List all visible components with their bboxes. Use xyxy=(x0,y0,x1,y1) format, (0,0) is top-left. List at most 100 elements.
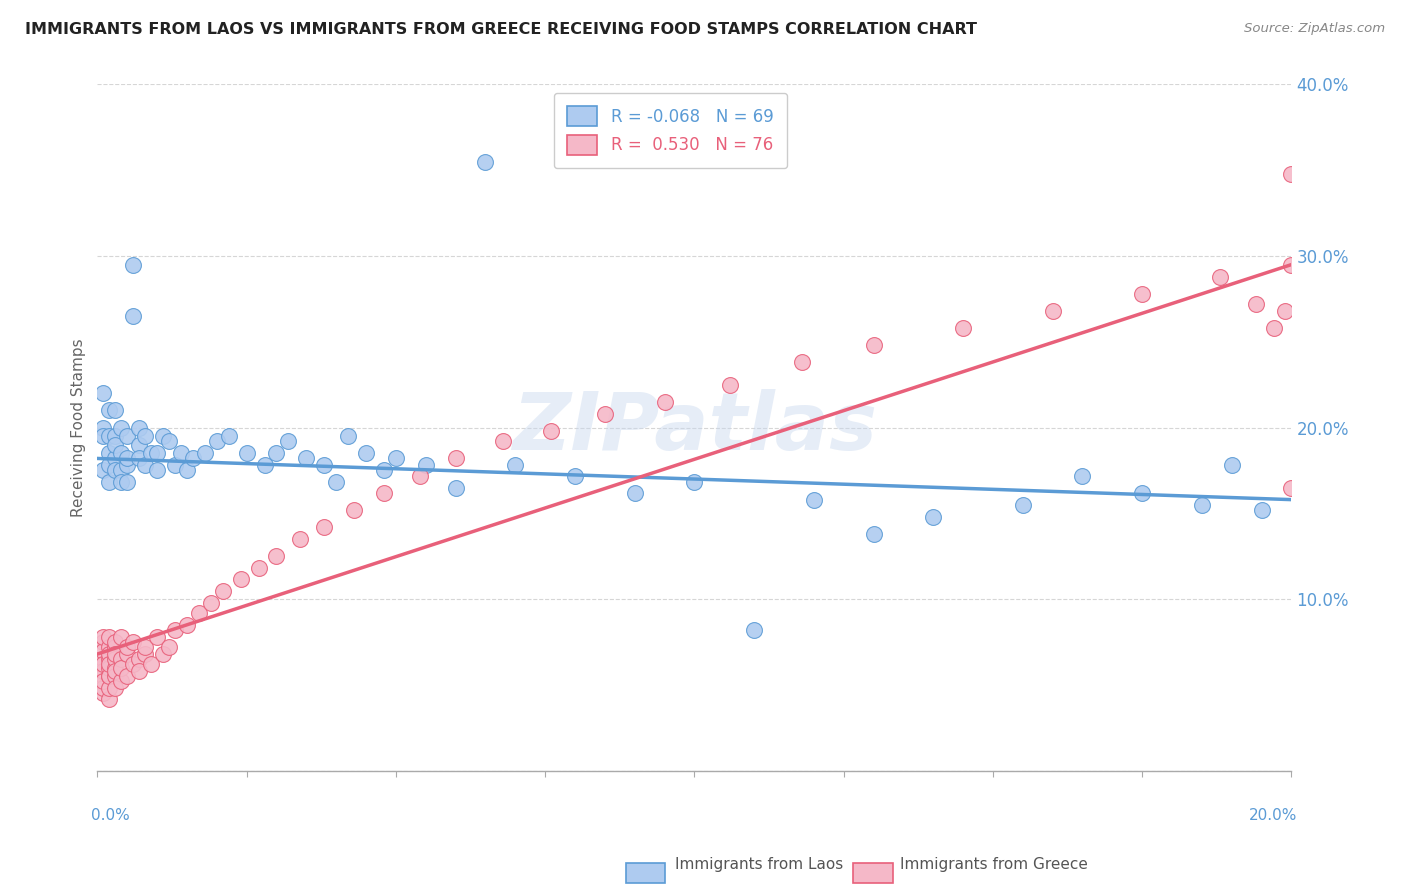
Point xyxy=(115,429,138,443)
Point xyxy=(503,458,526,473)
Point xyxy=(1130,485,1153,500)
Point xyxy=(146,446,169,460)
Point xyxy=(122,309,145,323)
Point xyxy=(277,434,299,449)
Point xyxy=(803,492,825,507)
Point xyxy=(444,451,467,466)
Text: IMMIGRANTS FROM LAOS VS IMMIGRANTS FROM GREECE RECEIVING FOOD STAMPS CORRELATION: IMMIGRANTS FROM LAOS VS IMMIGRANTS FROM … xyxy=(25,22,977,37)
Point xyxy=(98,691,121,706)
Point xyxy=(91,643,114,657)
Point xyxy=(235,446,257,460)
Point xyxy=(98,630,121,644)
Point xyxy=(134,640,156,655)
Point xyxy=(115,669,138,683)
Point xyxy=(115,451,138,466)
Point xyxy=(325,475,347,490)
Point xyxy=(229,572,252,586)
Point xyxy=(385,451,408,466)
Point xyxy=(104,661,127,675)
Point xyxy=(104,451,127,466)
Point xyxy=(98,681,121,696)
Point xyxy=(492,434,515,449)
Point xyxy=(91,686,114,700)
Point xyxy=(654,394,676,409)
Point xyxy=(110,661,132,675)
Point xyxy=(98,657,121,672)
Point xyxy=(157,640,180,655)
Point xyxy=(409,468,432,483)
Text: 20.0%: 20.0% xyxy=(1249,808,1298,823)
Point xyxy=(1250,503,1272,517)
Point xyxy=(1281,258,1303,272)
Point xyxy=(290,532,312,546)
Point xyxy=(540,424,562,438)
Point xyxy=(343,503,366,517)
Point xyxy=(128,652,150,666)
Point xyxy=(1191,498,1213,512)
Text: Immigrants from Greece: Immigrants from Greece xyxy=(900,857,1088,872)
Text: Source: ZipAtlas.com: Source: ZipAtlas.com xyxy=(1244,22,1385,36)
Point xyxy=(187,606,209,620)
Point xyxy=(134,647,156,661)
Point xyxy=(862,338,884,352)
Point xyxy=(110,463,132,477)
Point xyxy=(98,640,121,655)
Point xyxy=(163,623,186,637)
Point xyxy=(91,635,114,649)
Point xyxy=(122,258,145,272)
Point xyxy=(91,630,114,644)
Point xyxy=(98,458,121,473)
Point xyxy=(128,451,150,466)
Point xyxy=(115,647,138,661)
Point xyxy=(104,681,127,696)
Point xyxy=(128,664,150,678)
Point xyxy=(683,475,706,490)
Point xyxy=(115,475,138,490)
Point xyxy=(218,429,240,443)
Point xyxy=(122,657,145,672)
Point xyxy=(122,635,145,649)
Point xyxy=(110,674,132,689)
Point xyxy=(128,438,150,452)
Text: Immigrants from Laos: Immigrants from Laos xyxy=(675,857,844,872)
Point xyxy=(1042,304,1064,318)
Point xyxy=(139,446,162,460)
Point xyxy=(128,420,150,434)
Point xyxy=(1263,321,1285,335)
Point xyxy=(91,681,114,696)
Point xyxy=(91,429,114,443)
Point xyxy=(922,509,945,524)
Point xyxy=(444,481,467,495)
Point xyxy=(176,463,198,477)
Point xyxy=(1281,481,1303,495)
Point xyxy=(790,355,813,369)
Point xyxy=(253,458,276,473)
Point xyxy=(104,403,127,417)
Point xyxy=(1130,286,1153,301)
Point xyxy=(1274,304,1296,318)
Point xyxy=(247,561,270,575)
Point xyxy=(104,438,127,452)
Point xyxy=(1220,458,1243,473)
Point xyxy=(110,475,132,490)
Legend: R = -0.068   N = 69, R =  0.530   N = 76: R = -0.068 N = 69, R = 0.530 N = 76 xyxy=(554,93,787,169)
Point xyxy=(415,458,437,473)
Point xyxy=(104,664,127,678)
Point xyxy=(98,403,121,417)
Point xyxy=(139,657,162,672)
Point xyxy=(110,630,132,644)
Text: 0.0%: 0.0% xyxy=(91,808,131,823)
Point xyxy=(91,420,114,434)
Point xyxy=(146,630,169,644)
Point xyxy=(157,434,180,449)
Point xyxy=(170,446,193,460)
Point xyxy=(98,669,121,683)
Point xyxy=(295,451,318,466)
Point xyxy=(91,674,114,689)
Point xyxy=(718,377,741,392)
Point xyxy=(163,458,186,473)
Point xyxy=(110,446,132,460)
Point xyxy=(104,640,127,655)
Point xyxy=(564,468,586,483)
Point xyxy=(176,618,198,632)
